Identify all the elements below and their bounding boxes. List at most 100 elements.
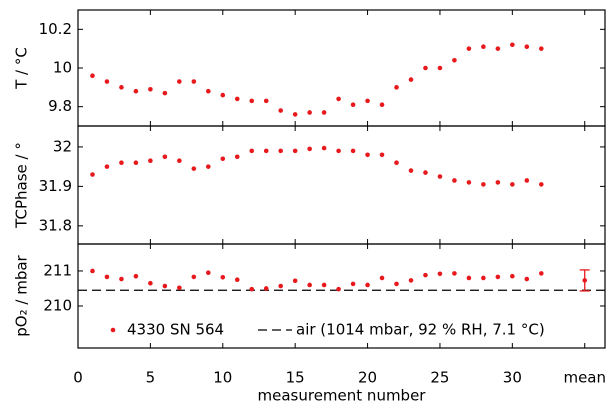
data-point [321,282,327,288]
data-point [510,42,515,48]
data-point [177,158,182,164]
data-point [249,286,255,292]
data-point [510,273,515,279]
data-point [148,158,153,164]
y-axis-label: pO₂ / mbar [13,254,31,336]
data-point [162,154,168,160]
data-point [104,274,110,280]
data-point [379,102,385,108]
data-point [423,272,428,278]
data-point [336,96,341,102]
data-point [206,164,211,169]
data-point [90,73,95,79]
data-point [90,172,95,177]
data-point [379,275,385,281]
data-point [249,148,255,154]
data-point [408,77,414,82]
data-point [206,88,211,94]
data-point [148,280,153,286]
data-point [104,79,110,84]
data-point [133,88,139,94]
y-tick-label: 211 [43,261,72,279]
data-point [437,65,443,71]
mean-point [582,278,588,283]
y-tick-label: 210 [43,296,72,314]
data-point [481,182,486,187]
data-point [292,278,298,284]
data-point [90,268,95,274]
data-point [466,275,472,281]
data-point [278,283,283,289]
data-point [365,282,370,288]
data-point [466,180,472,185]
data-point [104,164,110,169]
y-tick-label: 9.8 [48,97,72,115]
y-tick-label: 31.8 [39,216,72,234]
panel-frame [77,125,606,245]
data-point [321,110,327,115]
data-point [177,79,182,84]
data-point [394,281,399,287]
data-point [191,166,197,171]
panel-frame [77,9,606,127]
data-point [481,44,486,50]
data-point [162,90,168,96]
data-point [220,92,226,98]
data-point [394,85,399,90]
data-point [437,174,443,179]
data-point [510,182,515,187]
x-tick-label: 5 [146,369,156,387]
data-point [321,145,327,151]
x-tick-label: 0 [73,369,83,387]
data-point [495,180,501,185]
y-tick-label: 32 [53,137,72,155]
x-tick-label: mean [563,369,606,387]
data-point [365,152,370,158]
data-point [408,168,414,173]
data-point [162,283,168,289]
data-point [394,160,399,166]
x-tick-label: 25 [430,369,449,387]
data-point [538,46,544,51]
legend-label: air (1014 mbar, 92 % RH, 7.1 °C) [296,321,545,339]
x-tick-label: 20 [358,369,377,387]
data-point [292,112,298,117]
data-point [336,286,341,292]
y-tick-label: 10.2 [39,20,72,38]
data-point [119,160,124,166]
data-point [191,79,197,84]
data-point [119,85,124,90]
data-point [452,57,457,63]
data-point [307,146,312,152]
data-point [234,277,240,283]
data-point [263,286,269,291]
data-point [437,271,443,277]
data-point [263,148,269,154]
x-tick-label: 15 [286,369,305,387]
data-point [350,281,356,287]
data-point [452,271,457,276]
data-point [495,46,501,51]
data-point [423,170,428,175]
data-point [481,275,486,281]
data-point [148,86,153,92]
y-axis-label: T / °C [13,47,31,90]
data-point [524,276,530,282]
data-point [220,274,226,280]
data-point [234,154,240,160]
data-point [524,44,530,50]
data-point [350,148,356,154]
data-point [423,65,428,71]
data-point [466,46,472,51]
y-tick-label: 31.9 [39,177,72,195]
data-point [408,278,414,283]
data-point [177,285,182,291]
data-point [234,96,240,102]
data-point [307,110,312,115]
data-point [495,274,501,280]
panel-frame [77,243,606,349]
data-point [538,271,544,276]
legend-marker [110,327,116,333]
data-point [379,152,385,158]
